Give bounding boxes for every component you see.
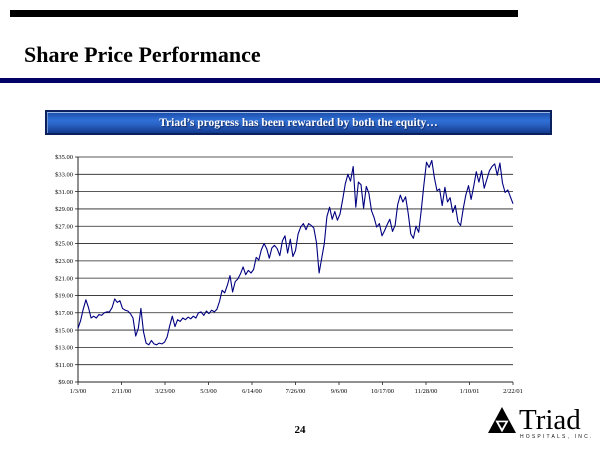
page-number: 24	[294, 424, 306, 436]
y-tick-label: $11.00	[55, 362, 73, 369]
y-tick-label: $17.00	[55, 310, 73, 317]
logo-tagline: HOSPITALS, INC.	[520, 434, 594, 441]
y-tick-label: $27.00	[55, 223, 73, 230]
x-tick-label: 6/14/00	[242, 388, 262, 395]
y-tick-label: $21.00	[55, 275, 73, 282]
subtitle-banner: Triad’s progress has been rewarded by bo…	[45, 110, 552, 135]
x-tick-label: 1/3/00	[70, 388, 87, 395]
x-tick-label: 7/26/00	[286, 388, 306, 395]
company-logo: Triad HOSPITALS, INC.	[488, 404, 594, 447]
triad-triangle-logo-icon	[488, 407, 516, 434]
share-price-line	[77, 159, 514, 346]
x-tick-label: 10/17/00	[371, 388, 394, 395]
y-tick-label: $15.00	[55, 327, 73, 334]
y-tick-label: $25.00	[55, 241, 73, 248]
y-tick-label: $23.00	[55, 258, 73, 265]
logo-wordmark: Triad	[519, 404, 581, 436]
x-tick-label: 3/23/00	[155, 388, 175, 395]
top-accent-bar	[10, 10, 518, 17]
x-tick-label: 11/28/00	[415, 388, 438, 395]
y-tick-label: $29.00	[55, 206, 73, 213]
y-tick-label: $31.00	[55, 189, 73, 196]
x-tick-label: 5/3/00	[200, 388, 217, 395]
x-tick-label: 1/10/01	[460, 388, 480, 395]
y-tick-label: $35.00	[55, 154, 73, 161]
share-price-chart: $35.00 $33.00 $31.00 $29.00 $27.00 $25.00 $23.…	[45, 145, 560, 403]
title-underline-rule	[0, 78, 600, 83]
x-tick-label: 2/22/01	[503, 388, 523, 395]
y-tick-label: $19.00	[55, 293, 73, 300]
subtitle-banner-text: Triad’s progress has been rewarded by bo…	[159, 116, 438, 129]
y-tick-label: $13.00	[55, 345, 73, 352]
y-tick-label: $33.00	[55, 172, 73, 179]
x-tick-label: 2/11/00	[112, 388, 132, 395]
y-tick-label: $9.00	[58, 379, 73, 386]
share-price-chart-svg: $35.00 $33.00 $31.00 $29.00 $27.00 $25.00 $23.…	[55, 154, 523, 395]
x-tick-label: 9/6/00	[331, 388, 348, 395]
page-title: Share Price Performance	[24, 42, 261, 67]
